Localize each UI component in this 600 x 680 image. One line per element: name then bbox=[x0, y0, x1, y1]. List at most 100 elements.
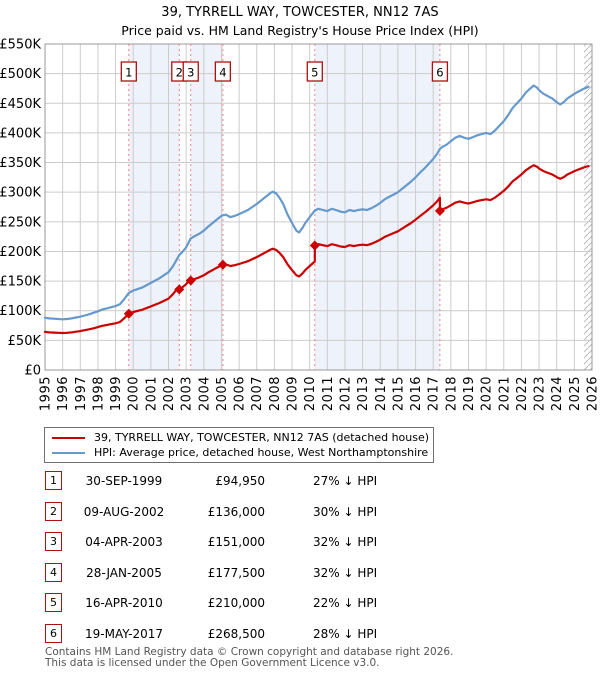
svg-text:1: 1 bbox=[125, 66, 132, 80]
chart-legend: 39, TYRRELL WAY, TOWCESTER, NN12 7AS (de… bbox=[44, 427, 434, 463]
svg-text:2018: 2018 bbox=[444, 376, 459, 411]
svg-text:£100K: £100K bbox=[0, 304, 41, 319]
svg-text:1996: 1996 bbox=[56, 376, 71, 411]
svg-text:2002: 2002 bbox=[162, 376, 177, 411]
sale-marker bbox=[174, 284, 185, 295]
svg-text:£500K: £500K bbox=[0, 67, 41, 82]
property-line-swatch bbox=[52, 436, 85, 439]
svg-text:£50K: £50K bbox=[8, 334, 42, 349]
sale-number-badge: 2 bbox=[45, 502, 62, 521]
x-axis-labels: 1995 1996 1997 1998 1999 2000 2001 2002 2003 2004… bbox=[39, 376, 600, 411]
shaded-ownership-bands bbox=[128, 44, 440, 370]
sale-marker bbox=[309, 240, 320, 251]
footer-licence: This data is licensed under the Open Gov… bbox=[45, 657, 380, 669]
svg-text:6: 6 bbox=[436, 66, 443, 80]
chart-title: 39, TYRRELL WAY, TOWCESTER, NN12 7AS bbox=[161, 5, 439, 20]
table-row: 4 28-JAN-2005 £177,500 32% ↓ HPI bbox=[0, 563, 600, 585]
svg-text:2016: 2016 bbox=[409, 376, 424, 411]
sale-hpi-diff: 30% ↓ HPI bbox=[313, 505, 378, 519]
svg-text:2026: 2026 bbox=[586, 376, 600, 411]
sale-hpi-diff: 32% ↓ HPI bbox=[313, 566, 378, 580]
svg-text:2004: 2004 bbox=[197, 376, 212, 411]
sale-date: 30-SEP-1999 bbox=[85, 474, 163, 488]
hpi-line-swatch bbox=[52, 451, 85, 454]
sale-marker bbox=[217, 259, 228, 270]
svg-text:2019: 2019 bbox=[462, 376, 477, 411]
svg-text:2020: 2020 bbox=[480, 376, 495, 411]
table-row: 6 19-MAY-2017 £268,500 28% ↓ HPI bbox=[0, 624, 600, 646]
svg-text:£350K: £350K bbox=[0, 156, 41, 171]
svg-text:1997: 1997 bbox=[74, 376, 89, 411]
chart-subtitle: Price paid vs. HM Land Registry's House … bbox=[121, 23, 479, 38]
legend-item-property: 39, TYRRELL WAY, TOWCESTER, NN12 7AS (de… bbox=[45, 430, 433, 445]
sale-date: 19-MAY-2017 bbox=[84, 627, 163, 641]
sale-number-badge: 3 bbox=[45, 532, 62, 551]
svg-text:£300K: £300K bbox=[0, 186, 41, 201]
sale-price: £136,000 bbox=[207, 505, 265, 519]
svg-text:1995: 1995 bbox=[39, 376, 54, 411]
footer-copyright: Contains HM Land Registry data © Crown c… bbox=[45, 646, 454, 658]
svg-text:£0: £0 bbox=[24, 364, 41, 379]
svg-text:2003: 2003 bbox=[180, 376, 195, 411]
svg-text:1998: 1998 bbox=[91, 376, 106, 411]
sale-hpi-diff: 22% ↓ HPI bbox=[313, 596, 378, 610]
sale-marker bbox=[434, 205, 445, 216]
sale-hpi-diff: 28% ↓ HPI bbox=[313, 627, 378, 641]
sale-price: £151,000 bbox=[207, 535, 265, 549]
sale-marker bbox=[185, 275, 196, 286]
svg-text:2022: 2022 bbox=[515, 376, 530, 411]
svg-text:2025: 2025 bbox=[568, 376, 583, 411]
sale-price: £177,500 bbox=[207, 566, 265, 580]
hpi-series-line bbox=[43, 84, 590, 321]
sale-number-badge: 5 bbox=[45, 593, 62, 612]
svg-text:3: 3 bbox=[187, 66, 194, 80]
property-series-line bbox=[43, 164, 590, 335]
sale-price: £268,500 bbox=[207, 627, 265, 641]
sale-markers bbox=[123, 205, 445, 319]
svg-text:£400K: £400K bbox=[0, 126, 41, 141]
svg-text:2007: 2007 bbox=[250, 376, 265, 411]
svg-text:£550K: £550K bbox=[0, 38, 41, 53]
sale-price: £94,950 bbox=[215, 474, 265, 488]
sale-date: 16-APR-2010 bbox=[85, 596, 163, 610]
svg-text:2012: 2012 bbox=[338, 376, 353, 411]
sale-price: £210,000 bbox=[207, 596, 265, 610]
svg-text:4: 4 bbox=[219, 66, 226, 80]
sale-date: 28-JAN-2005 bbox=[86, 566, 162, 580]
svg-text:£150K: £150K bbox=[0, 275, 41, 290]
svg-text:2000: 2000 bbox=[127, 376, 142, 411]
sale-number-badge: 6 bbox=[45, 624, 62, 643]
svg-text:2015: 2015 bbox=[391, 376, 406, 411]
svg-text:2024: 2024 bbox=[550, 376, 565, 411]
legend-label-hpi: HPI: Average price, detached house, West… bbox=[94, 446, 429, 459]
svg-text:2017: 2017 bbox=[427, 376, 442, 411]
legend-item-hpi: HPI: Average price, detached house, West… bbox=[45, 445, 433, 460]
svg-text:2023: 2023 bbox=[533, 376, 548, 411]
sale-date: 04-APR-2003 bbox=[85, 535, 163, 549]
svg-text:2011: 2011 bbox=[321, 376, 336, 411]
svg-text:2021: 2021 bbox=[497, 376, 512, 411]
svg-text:2014: 2014 bbox=[374, 376, 389, 411]
svg-text:2009: 2009 bbox=[286, 376, 301, 411]
table-row: 3 04-APR-2003 £151,000 32% ↓ HPI bbox=[0, 532, 600, 554]
plot-border bbox=[44, 43, 593, 371]
svg-text:2013: 2013 bbox=[356, 376, 371, 411]
legend-label-property: 39, TYRRELL WAY, TOWCESTER, NN12 7AS (de… bbox=[94, 431, 430, 444]
svg-text:5: 5 bbox=[311, 66, 318, 80]
svg-text:£200K: £200K bbox=[0, 245, 41, 260]
svg-text:£250K: £250K bbox=[0, 215, 41, 230]
sale-hpi-diff: 27% ↓ HPI bbox=[313, 474, 378, 488]
table-row: 1 30-SEP-1999 £94,950 27% ↓ HPI bbox=[0, 471, 600, 493]
sale-marker bbox=[123, 308, 134, 319]
svg-text:2008: 2008 bbox=[268, 376, 283, 411]
svg-text:2010: 2010 bbox=[303, 376, 318, 411]
svg-text:2005: 2005 bbox=[215, 376, 230, 411]
svg-text:2001: 2001 bbox=[144, 376, 159, 411]
sale-number-badge: 4 bbox=[45, 563, 62, 582]
sale-date: 09-AUG-2002 bbox=[83, 505, 165, 519]
svg-text:1999: 1999 bbox=[109, 376, 124, 411]
svg-text:£450K: £450K bbox=[0, 97, 41, 112]
svg-text:2: 2 bbox=[176, 66, 183, 80]
future-hatch bbox=[584, 44, 592, 370]
